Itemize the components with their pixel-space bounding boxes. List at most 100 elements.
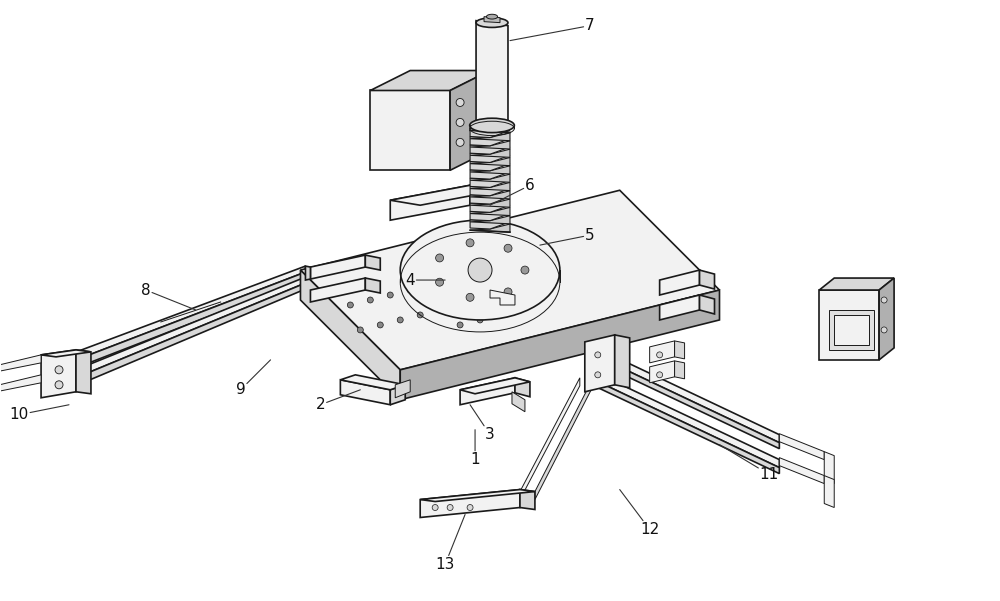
Polygon shape [400,290,719,400]
Circle shape [437,307,443,313]
Circle shape [657,352,663,358]
Text: 1: 1 [470,430,480,467]
Circle shape [456,138,464,147]
Polygon shape [700,295,715,314]
Circle shape [447,504,453,510]
Polygon shape [470,191,510,199]
Polygon shape [585,335,615,392]
Polygon shape [590,353,779,449]
Polygon shape [490,290,515,305]
Circle shape [487,287,493,293]
Text: 9: 9 [236,360,271,397]
Polygon shape [660,295,700,320]
Text: 13: 13 [435,514,465,572]
Polygon shape [512,392,525,412]
Polygon shape [879,278,894,360]
Ellipse shape [476,18,508,28]
Text: 6: 6 [490,178,535,205]
Text: 8: 8 [141,282,196,310]
Polygon shape [819,278,894,290]
Polygon shape [76,350,91,394]
Circle shape [881,327,887,333]
Polygon shape [824,475,834,507]
Circle shape [456,118,464,126]
Circle shape [432,504,438,510]
Polygon shape [470,216,510,224]
Circle shape [55,381,63,389]
Polygon shape [470,170,510,179]
Circle shape [657,372,663,378]
Polygon shape [829,310,874,350]
Polygon shape [615,335,630,388]
Circle shape [347,302,353,308]
Polygon shape [390,385,405,404]
Polygon shape [470,186,510,196]
Circle shape [504,244,512,252]
Polygon shape [819,290,879,360]
Circle shape [55,366,63,374]
Circle shape [468,258,492,282]
Circle shape [407,287,413,293]
Circle shape [397,317,403,323]
Polygon shape [420,490,535,501]
Circle shape [507,282,513,288]
Polygon shape [460,378,515,404]
Circle shape [517,307,523,313]
Polygon shape [450,70,490,170]
Text: 10: 10 [9,404,69,423]
Polygon shape [41,350,76,398]
Polygon shape [370,91,450,170]
Circle shape [377,322,383,328]
Polygon shape [535,375,595,499]
Polygon shape [470,195,510,204]
Polygon shape [365,278,380,293]
Polygon shape [395,380,410,398]
Polygon shape [470,212,510,221]
Polygon shape [484,17,500,23]
Circle shape [456,99,464,106]
Polygon shape [470,203,510,212]
Polygon shape [370,70,490,91]
Polygon shape [305,266,310,280]
Circle shape [497,312,503,318]
Circle shape [367,297,373,303]
Circle shape [387,292,393,298]
Polygon shape [650,341,675,363]
Polygon shape [675,341,685,359]
Polygon shape [515,378,530,397]
Circle shape [595,372,601,378]
Polygon shape [310,255,365,279]
Polygon shape [71,272,305,370]
Polygon shape [476,20,508,123]
Polygon shape [590,345,779,443]
Polygon shape [390,185,470,220]
Circle shape [595,352,601,358]
Polygon shape [470,141,510,149]
Circle shape [467,504,473,510]
Ellipse shape [486,14,498,19]
Circle shape [466,293,474,301]
Text: 7: 7 [510,18,595,41]
Polygon shape [0,355,41,373]
Polygon shape [420,490,520,517]
Text: 11: 11 [719,445,779,482]
Polygon shape [41,350,91,357]
Polygon shape [470,129,510,138]
Polygon shape [340,375,405,390]
Polygon shape [834,315,869,345]
Text: 4: 4 [405,272,445,287]
Polygon shape [310,278,365,302]
Polygon shape [460,378,530,394]
Polygon shape [300,191,719,370]
Polygon shape [470,183,510,191]
Polygon shape [660,270,700,295]
Polygon shape [590,370,779,468]
Polygon shape [590,378,779,474]
Circle shape [417,312,423,318]
Circle shape [427,282,433,288]
Polygon shape [365,255,380,270]
Text: 3: 3 [470,404,495,442]
Polygon shape [470,136,510,146]
Polygon shape [390,185,500,205]
Polygon shape [470,133,510,141]
